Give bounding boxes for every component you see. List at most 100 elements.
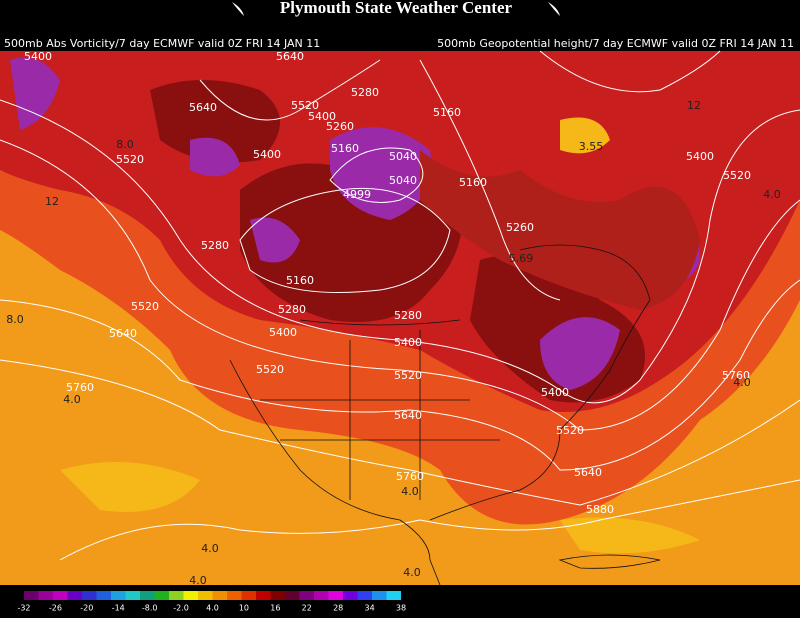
- colorbar-swatch: [198, 591, 213, 600]
- colorbar-label: -32: [17, 604, 30, 613]
- height-label: 5400: [394, 336, 422, 349]
- height-label: 5160: [331, 142, 359, 155]
- colorbar-swatch: [82, 591, 97, 600]
- colorbar-swatch: [169, 591, 184, 600]
- height-label: 5640: [276, 50, 304, 63]
- vorticity-label: 3.55: [579, 140, 604, 153]
- height-label: 5880: [586, 503, 614, 516]
- colorbar-swatch: [183, 591, 198, 600]
- title: Plymouth State Weather Center: [280, 0, 513, 17]
- colorbar-swatch: [299, 591, 314, 600]
- height-contours: [0, 50, 800, 561]
- vorticity-label: 4.0: [403, 566, 421, 579]
- coastlines: [229, 244, 661, 586]
- height-label: 5400: [253, 148, 281, 161]
- colorbar-swatch: [67, 591, 82, 600]
- right-caption: 500mb Geopotential height/7 day ECMWF va…: [437, 37, 794, 50]
- height-label: 5520: [116, 153, 144, 166]
- colorbar-swatch: [343, 591, 358, 600]
- colorbar-swatch: [285, 591, 300, 600]
- map: [0, 50, 800, 586]
- colorbar-label: 10: [239, 604, 249, 613]
- height-label: 4999: [343, 188, 371, 201]
- height-label: 5640: [109, 327, 137, 340]
- colorbar-swatch: [241, 591, 256, 600]
- vorticity-label: 4.0: [763, 188, 781, 201]
- colorbar-label: -26: [49, 604, 62, 613]
- height-label: 5520: [556, 424, 584, 437]
- vorticity-label: 4.0: [733, 376, 751, 389]
- height-label: 5400: [269, 326, 297, 339]
- height-label: 5520: [256, 363, 284, 376]
- height-label: 5520: [394, 369, 422, 382]
- height-label: 5760: [722, 369, 750, 382]
- colorbar-swatch: [111, 591, 126, 600]
- colorbar-swatch: [314, 591, 329, 600]
- colorbar-swatch: [227, 591, 242, 600]
- vorticity-label: 8.0: [6, 313, 24, 326]
- colorbar-label: -8.0: [142, 604, 158, 613]
- height-label: 5040: [389, 150, 417, 163]
- height-label: 5260: [506, 221, 534, 234]
- vorticity-label: 4.0: [201, 542, 219, 555]
- colorbar-label: 16: [270, 604, 280, 613]
- height-label: 5400: [308, 110, 336, 123]
- colorbar-swatch: [53, 591, 68, 600]
- vorticity-label: 12: [687, 99, 701, 112]
- colorbar-label: 38: [396, 604, 406, 613]
- colorbar-label: 4.0: [206, 604, 219, 613]
- colorbar-label: -20: [80, 604, 93, 613]
- height-label: 5520: [131, 300, 159, 313]
- left-caption: 500mb Abs Vorticity/7 day ECMWF valid 0Z…: [4, 37, 320, 50]
- colorbar-label: 34: [364, 604, 374, 613]
- height-label: 5400: [686, 150, 714, 163]
- height-label: 5260: [326, 120, 354, 133]
- colorbar-swatch: [125, 591, 140, 600]
- colorbar-swatch: [256, 591, 271, 600]
- colorbar-label: -2.0: [173, 604, 189, 613]
- colorbar-swatch: [96, 591, 111, 600]
- colorbar-swatch: [38, 591, 53, 600]
- height-label: 5160: [459, 176, 487, 189]
- height-label: 5280: [394, 309, 422, 322]
- colorbar-label: 22: [302, 604, 312, 613]
- colorbar-swatch: [24, 591, 39, 600]
- height-label: 5640: [574, 466, 602, 479]
- height-label: 5520: [291, 99, 319, 112]
- height-label: 5280: [201, 239, 229, 252]
- height-label: 5760: [66, 381, 94, 394]
- height-label: 5280: [278, 303, 306, 316]
- colorbar-swatch: [154, 591, 169, 600]
- vorticity-label: 4.0: [63, 393, 81, 406]
- height-label: 5400: [24, 50, 52, 63]
- vorticity-label: 4.0: [189, 574, 207, 587]
- height-label: 5520: [723, 169, 751, 182]
- height-label: 5400: [541, 386, 569, 399]
- colorbar: -32 -26 -20 -14 -8.0 -2.0 4.0 10 16 22 28 34 38: [17, 591, 406, 613]
- vorticity-region: [420, 150, 700, 310]
- vorticity-label: 5.69: [509, 252, 534, 265]
- colorbar-swatch: [328, 591, 343, 600]
- colorbar-label: 28: [333, 604, 343, 613]
- height-label: 5040: [389, 174, 417, 187]
- height-label: 5640: [394, 409, 422, 422]
- height-label: 5760: [396, 470, 424, 483]
- vorticity-region: [150, 80, 645, 403]
- height-label: 5280: [351, 86, 379, 99]
- colorbar-swatch: [357, 591, 372, 600]
- colorbar-swatch: [212, 591, 227, 600]
- vorticity-label: 4.0: [401, 485, 419, 498]
- height-label: 5160: [433, 106, 461, 119]
- vorticity-label: 12: [45, 195, 59, 208]
- colorbar-swatch: [372, 591, 387, 600]
- colorbar-swatch: [270, 591, 285, 600]
- height-label: 5160: [286, 274, 314, 287]
- height-label: 5640: [189, 101, 217, 114]
- vorticity-region: [60, 117, 700, 554]
- vorticity-label: 8.0: [116, 138, 134, 151]
- colorbar-swatch: [140, 591, 155, 600]
- colorbar-label: -14: [112, 604, 125, 613]
- colorbar-swatch: [386, 591, 401, 600]
